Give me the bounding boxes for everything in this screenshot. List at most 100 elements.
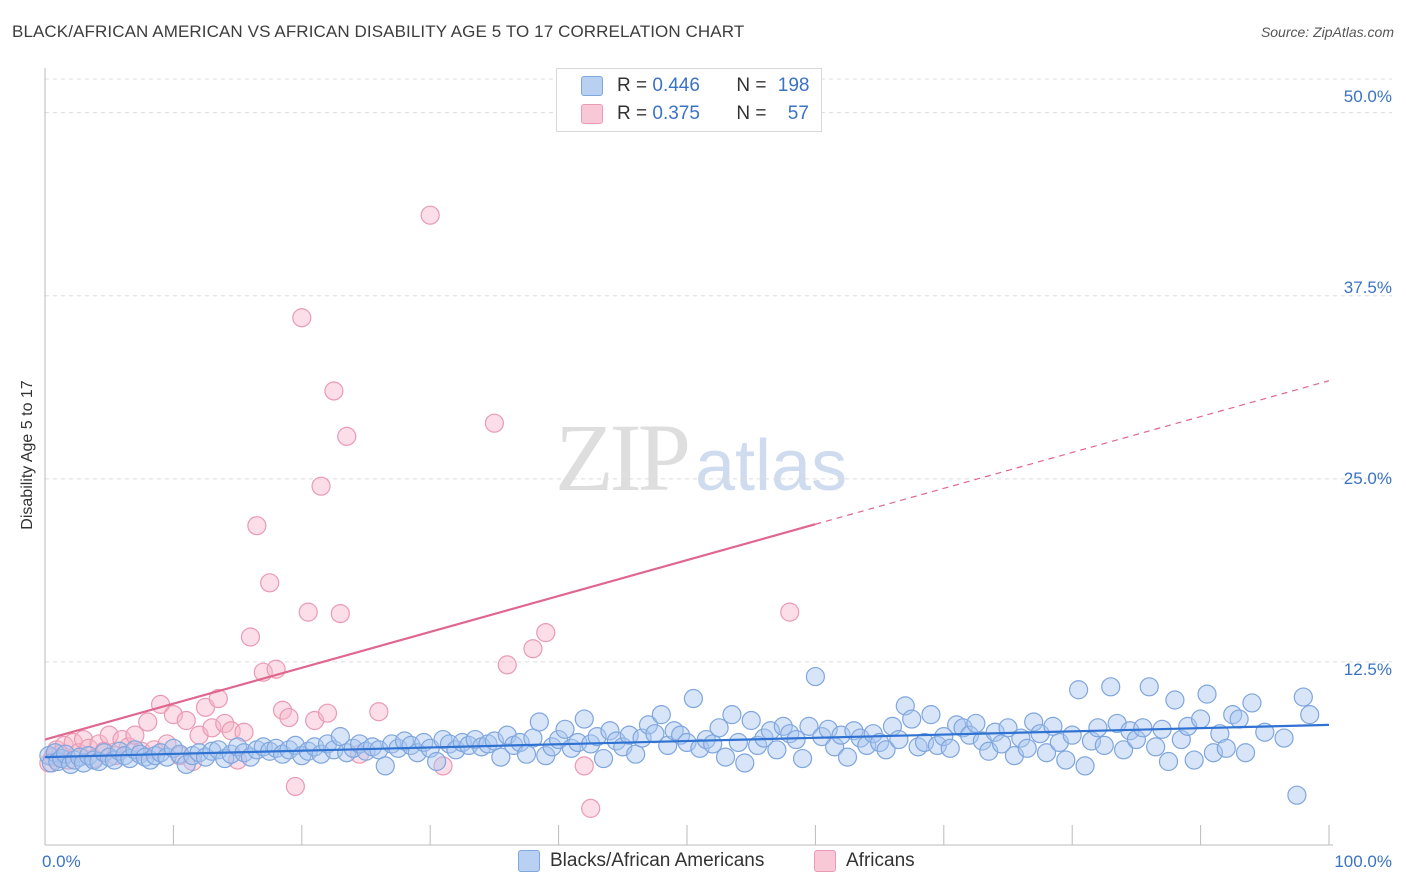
data-point-blacks xyxy=(902,709,922,729)
legend-swatch-blue xyxy=(581,76,603,96)
data-point-blacks xyxy=(1300,705,1320,725)
data-point-blacks xyxy=(1229,709,1249,729)
data-point-africans xyxy=(260,573,280,593)
data-point-blacks xyxy=(715,747,736,767)
data-point-blacks xyxy=(748,735,768,756)
data-point-africans xyxy=(112,729,132,750)
data-point-blacks xyxy=(593,748,614,769)
data-point-africans xyxy=(420,205,440,225)
data-point-blacks xyxy=(1062,725,1082,745)
data-point-blacks xyxy=(135,747,155,767)
data-point-africans xyxy=(311,476,331,496)
data-point-blacks xyxy=(889,729,909,750)
data-point-africans xyxy=(780,602,800,622)
data-point-blacks xyxy=(735,753,755,773)
data-point-africans xyxy=(497,655,517,675)
legend-n-label: N = xyxy=(736,103,767,124)
data-point-blacks xyxy=(805,666,826,687)
data-point-blacks xyxy=(1146,737,1166,757)
data-point-blacks xyxy=(1235,743,1256,763)
data-point-blacks xyxy=(516,744,537,764)
data-point-blacks xyxy=(1088,718,1108,738)
data-point-blacks xyxy=(1184,750,1204,770)
y-tick-label-12.5: 12.5% xyxy=(1343,660,1392,679)
data-point-africans xyxy=(484,413,504,433)
data-point-africans xyxy=(285,776,305,797)
data-point-blacks xyxy=(709,718,729,738)
bottom-legend-label: Blacks/African Americans xyxy=(550,850,765,871)
trend-line-africans xyxy=(44,523,816,741)
chart-title: BLACK/AFRICAN AMERICAN VS AFRICAN DISABI… xyxy=(12,22,745,41)
data-point-africans xyxy=(202,718,222,738)
data-point-africans xyxy=(208,688,228,709)
data-point-africans xyxy=(523,639,543,659)
data-point-blacks xyxy=(921,705,941,725)
data-point-africans xyxy=(536,623,556,643)
data-point-africans xyxy=(324,381,344,401)
data-point-blacks xyxy=(670,725,691,745)
data-point-blacks xyxy=(626,744,646,764)
legend-r-label: R = xyxy=(617,75,648,96)
data-point-africans xyxy=(176,710,196,731)
trend-line-extension-africans xyxy=(815,380,1330,525)
data-point-africans xyxy=(574,756,594,776)
data-point-africans xyxy=(317,703,338,723)
data-point-blacks xyxy=(555,719,575,739)
data-point-blacks xyxy=(1069,680,1089,700)
data-point-blacks xyxy=(1133,718,1153,738)
data-point-blacks xyxy=(728,732,748,753)
data-point-blacks xyxy=(844,721,864,741)
data-point-blacks xyxy=(876,740,896,760)
y-tick-label-37.5: 37.5% xyxy=(1343,278,1392,297)
data-point-blacks xyxy=(722,705,742,725)
data-point-blacks xyxy=(1216,738,1236,758)
bottom-legend-africans: Africans xyxy=(814,850,915,872)
data-point-blacks xyxy=(799,716,819,736)
data-point-africans xyxy=(581,798,601,818)
y-axis-label: Disability Age 5 to 17 xyxy=(19,380,36,530)
data-point-blacks xyxy=(966,713,986,734)
legend-row-africans: R = 0.375 N = 57 xyxy=(581,101,809,127)
data-point-blacks xyxy=(465,729,485,750)
data-point-blacks xyxy=(1036,743,1057,763)
legend-r-label: R = xyxy=(617,103,648,124)
data-point-blacks xyxy=(41,753,62,773)
data-point-blacks xyxy=(600,721,620,741)
trend-line-blacks xyxy=(44,723,1330,759)
data-point-blacks xyxy=(1197,684,1217,704)
data-point-blacks xyxy=(446,740,466,760)
data-point-blacks xyxy=(869,732,890,753)
data-point-blacks xyxy=(427,751,447,772)
data-point-africans xyxy=(138,712,158,732)
legend-r-value: 0.375 xyxy=(652,103,700,124)
data-point-blacks xyxy=(1158,751,1179,772)
data-point-blacks xyxy=(651,705,671,725)
data-point-blacks xyxy=(1293,687,1313,707)
data-point-blacks xyxy=(375,756,395,776)
data-point-africans xyxy=(272,700,293,720)
y-tick-label-25: 25.0% xyxy=(1343,469,1392,488)
data-point-africans xyxy=(337,426,357,446)
data-point-blacks xyxy=(831,725,851,745)
data-point-blacks xyxy=(1056,750,1076,770)
bottom-legend-swatch-blue xyxy=(518,850,540,872)
bottom-legend-blacks: Blacks/African Americans xyxy=(518,850,764,872)
data-point-blacks xyxy=(1190,709,1211,729)
data-point-blacks xyxy=(1075,756,1095,776)
data-point-africans xyxy=(99,725,119,745)
data-point-blacks xyxy=(574,709,594,729)
data-point-blacks xyxy=(1203,743,1224,763)
legend-row-blacks: R = 0.446 N = 198 xyxy=(581,73,809,99)
data-point-blacks xyxy=(741,710,761,731)
bottom-legend-label: Africans xyxy=(846,850,915,871)
data-point-blacks xyxy=(542,737,562,757)
data-point-blacks xyxy=(491,747,511,767)
data-point-africans xyxy=(240,627,261,647)
data-point-blacks xyxy=(837,747,858,767)
data-point-blacks xyxy=(1094,735,1114,756)
x-tick-label-0: 0.0% xyxy=(42,852,81,871)
data-point-blacks xyxy=(767,740,787,760)
legend-n-value: 57 xyxy=(787,103,809,124)
data-point-blacks xyxy=(850,728,870,748)
